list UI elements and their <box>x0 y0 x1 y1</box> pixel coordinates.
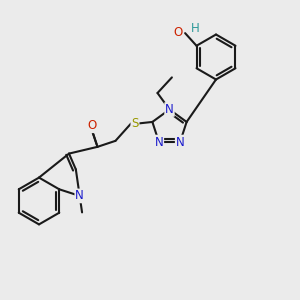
Text: N: N <box>154 136 163 148</box>
Text: O: O <box>173 26 183 39</box>
Text: H: H <box>191 22 200 35</box>
Text: O: O <box>88 119 97 132</box>
Text: N: N <box>75 189 84 203</box>
Text: N: N <box>165 103 174 116</box>
Text: S: S <box>131 117 139 130</box>
Text: N: N <box>176 136 184 148</box>
